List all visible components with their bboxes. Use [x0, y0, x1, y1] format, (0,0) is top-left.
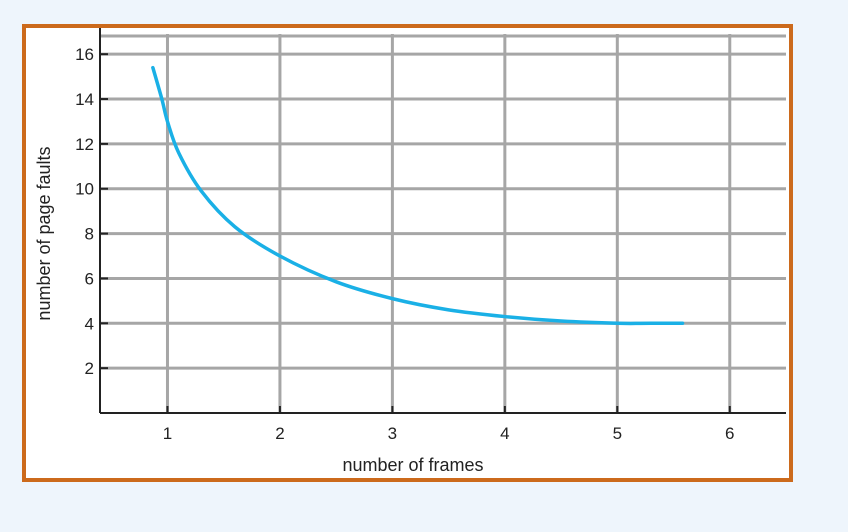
- y-tick-label: 12: [75, 135, 94, 154]
- x-tick-label: 3: [388, 424, 397, 443]
- y-tick-label: 4: [85, 314, 94, 333]
- x-tick-label: 6: [725, 424, 734, 443]
- y-tick-label: 8: [85, 225, 94, 244]
- y-tick-label: 2: [85, 359, 94, 378]
- x-tick-label: 2: [275, 424, 284, 443]
- y-tick-label: 10: [75, 180, 94, 199]
- y-tick-label: 6: [85, 269, 94, 288]
- x-tick-label: 1: [163, 424, 172, 443]
- chart-frame: 1 2 3 4 5 6 2 4 6 8 10 12 14 16 number of frames numb…: [22, 24, 793, 482]
- y-tick-label: 14: [75, 90, 94, 109]
- grid: [100, 34, 786, 413]
- series: [151, 65, 685, 326]
- y-tick-label: 16: [75, 45, 94, 64]
- page-faults-curve: [151, 65, 685, 326]
- x-axis-title: number of frames: [342, 455, 483, 475]
- axes: [99, 28, 786, 414]
- y-axis-title: number of page faults: [34, 146, 54, 320]
- x-tick-label: 5: [613, 424, 622, 443]
- x-tick-label: 4: [500, 424, 509, 443]
